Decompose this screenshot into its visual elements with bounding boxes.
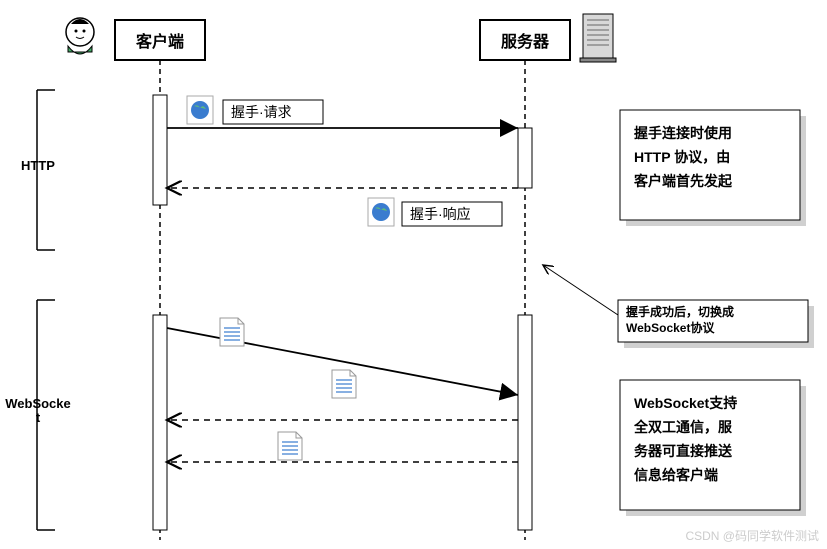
svg-text:WebSocke: WebSocke [5, 396, 71, 411]
phase-websocket: WebSocket [5, 300, 71, 530]
client-activation-http [153, 95, 167, 205]
svg-text:WebSocket支持: WebSocket支持 [634, 395, 737, 411]
svg-text:信息给客户端: 信息给客户端 [634, 467, 718, 483]
svg-text:握手成功后，切换成: 握手成功后，切换成 [626, 304, 734, 319]
note-ws: WebSocket支持全双工通信，服务器可直接推送信息给客户端 [620, 380, 806, 516]
svg-text:握手连接时使用: 握手连接时使用 [634, 125, 732, 141]
svg-text:客户端首先发起: 客户端首先发起 [633, 173, 733, 189]
svg-text:全双工通信，服: 全双工通信，服 [633, 419, 733, 435]
watermark: CSDN @码同学软件测试 [685, 527, 819, 544]
note-switch-pointer [543, 265, 618, 315]
world-icon [187, 96, 213, 124]
doc-icon [332, 370, 356, 398]
svg-text:务器可直接推送: 务器可直接推送 [634, 443, 733, 459]
sequence-diagram: 客户端 服务器握手·请求握手·响应 HTTP WebSocket 握手连接时使用 HTTP… [0, 0, 827, 549]
client-actor-icon [66, 18, 94, 54]
svg-text:t: t [36, 410, 41, 425]
doc-icon [220, 318, 244, 346]
svg-text:握手·请求: 握手·请求 [231, 104, 292, 120]
note-http: 握手连接时使用 HTTP 协议，由客户端首先发起 [620, 110, 806, 226]
note-switch: 握手成功后，切换成WebSocket协议 [618, 300, 814, 348]
client-activation-ws [153, 315, 167, 530]
doc-icon [278, 432, 302, 460]
svg-text:WebSocket协议: WebSocket协议 [626, 320, 715, 335]
server-activation-http [518, 128, 532, 188]
svg-text:HTTP 协议，由: HTTP 协议，由 [634, 149, 730, 165]
server-icon [580, 14, 616, 62]
svg-text:客户端: 客户端 [136, 32, 184, 51]
server-activation-ws [518, 315, 532, 530]
world-icon [368, 198, 394, 226]
svg-text:服务器: 服务器 [501, 32, 550, 51]
svg-text:握手·响应: 握手·响应 [410, 206, 471, 222]
phase-http: HTTP [21, 90, 55, 250]
svg-text:HTTP: HTTP [21, 158, 55, 173]
